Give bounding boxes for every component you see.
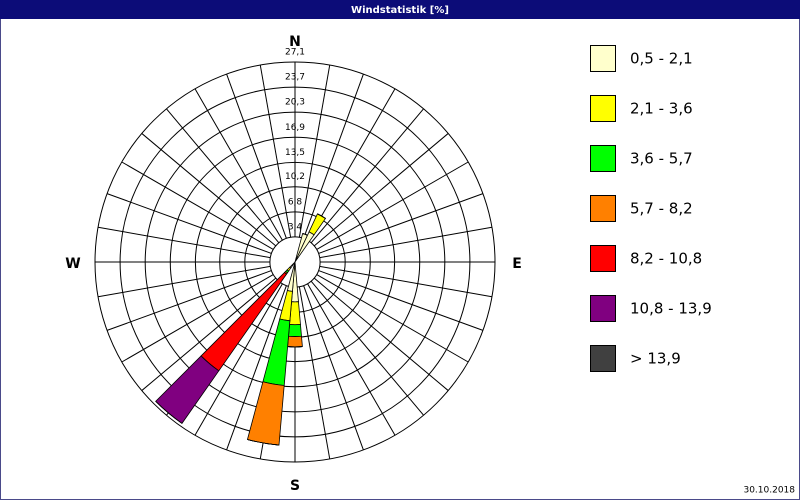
- legend-swatch: [591, 296, 616, 322]
- legend-label: > 13,9: [630, 350, 681, 368]
- r-tick-label: 13,5: [285, 148, 305, 158]
- compass-label: W: [65, 256, 80, 272]
- legend-label: 8,2 - 10,8: [630, 250, 702, 268]
- legend-label: 2,1 - 3,6: [630, 100, 693, 118]
- legend-swatch: [591, 146, 616, 172]
- legend-label: 3,6 - 5,7: [630, 150, 693, 168]
- date-label: 30.10.2018: [743, 486, 795, 496]
- compass-label: S: [290, 478, 300, 494]
- r-tick-label: 10,2: [285, 172, 305, 182]
- legend-swatch: [591, 346, 616, 372]
- rose-segment: [289, 324, 302, 336]
- chart-title: Windstatistik [%]: [351, 5, 449, 16]
- legend-swatch: [591, 96, 616, 122]
- r-tick-label: 16,9: [285, 123, 305, 133]
- r-tick-label: 20,3: [285, 98, 305, 108]
- legend-swatch: [591, 196, 616, 222]
- legend-label: 0,5 - 2,1: [630, 50, 693, 68]
- legend-swatch: [591, 46, 616, 72]
- legend-swatch: [591, 246, 616, 272]
- r-tick-label: 6,8: [288, 197, 303, 207]
- rose-segment: [288, 336, 303, 347]
- legend-label: 5,7 - 8,2: [630, 200, 693, 218]
- compass-label: N: [289, 34, 301, 50]
- r-tick-label: 3,4: [288, 222, 303, 232]
- legend-label: 10,8 - 13,9: [630, 300, 712, 318]
- r-tick-label: 23,7: [285, 73, 305, 83]
- compass-label: E: [512, 256, 522, 272]
